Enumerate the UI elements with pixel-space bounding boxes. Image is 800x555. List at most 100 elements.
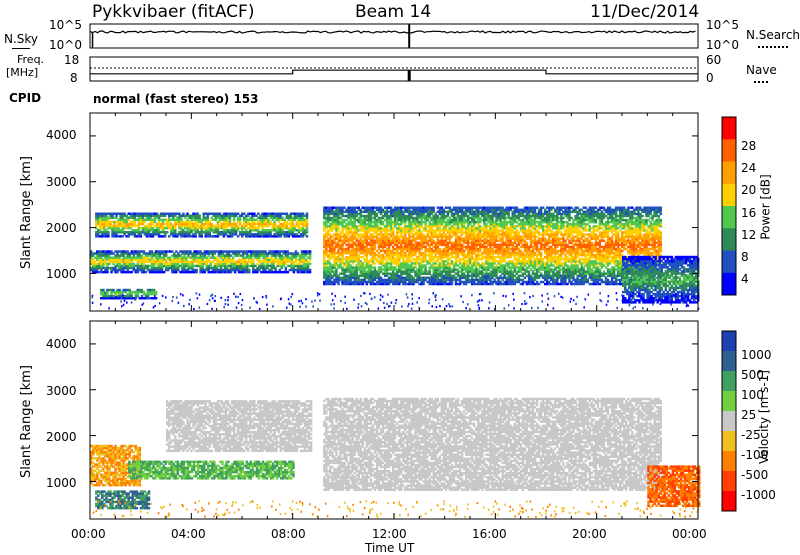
power-cell xyxy=(435,213,437,215)
power-cell xyxy=(169,267,171,269)
power-cell xyxy=(449,273,451,275)
power-cell xyxy=(443,252,445,254)
power-cell xyxy=(465,219,467,221)
power-cell xyxy=(333,240,335,242)
power-cell xyxy=(360,225,362,227)
power-cell xyxy=(362,262,364,264)
power-cell xyxy=(396,209,398,211)
power-cell xyxy=(309,254,311,256)
power-cell xyxy=(360,252,362,254)
power-cell xyxy=(420,235,422,237)
power-cell xyxy=(467,273,469,275)
power-cell xyxy=(414,264,416,266)
power-cell xyxy=(471,256,473,258)
power-cell xyxy=(183,254,185,256)
power-cell xyxy=(465,246,467,248)
power-cell xyxy=(141,254,143,256)
power-cell xyxy=(274,267,276,269)
power-cell xyxy=(101,231,103,233)
power-cell xyxy=(366,225,368,227)
power-cell xyxy=(366,258,368,260)
power-cell xyxy=(284,221,286,223)
power-cell xyxy=(341,223,343,225)
power-cell xyxy=(495,229,497,231)
power-cell xyxy=(238,267,240,269)
power-cell xyxy=(351,268,353,270)
power-cell xyxy=(329,268,331,270)
power-cell xyxy=(473,252,475,254)
power-cell xyxy=(376,223,378,225)
power-cell xyxy=(154,229,156,231)
power-cell xyxy=(451,219,453,221)
power-cell xyxy=(237,225,239,227)
power-cell xyxy=(100,261,102,263)
power-cell xyxy=(382,235,384,237)
power-cell xyxy=(291,261,293,263)
power-cell xyxy=(451,248,453,250)
power-cell xyxy=(451,279,453,281)
power-cell xyxy=(116,261,118,263)
power-cell xyxy=(335,229,337,231)
power-cell xyxy=(237,221,239,223)
power-cell xyxy=(115,225,117,227)
power-cell xyxy=(341,256,343,258)
power-cell xyxy=(335,219,337,221)
power-cell xyxy=(435,279,437,281)
power-cell xyxy=(465,256,467,258)
power-cell xyxy=(244,267,246,269)
power-cell xyxy=(239,217,241,219)
power-cell xyxy=(435,242,437,244)
power-cell xyxy=(404,264,406,266)
power-cell xyxy=(298,221,300,223)
power-cell xyxy=(215,235,217,237)
power-cell xyxy=(198,217,200,219)
power-cell xyxy=(180,217,182,219)
power-cell xyxy=(457,225,459,227)
power-cell xyxy=(329,229,331,231)
power-cell xyxy=(382,209,384,211)
power-cell xyxy=(493,262,495,264)
power-cell xyxy=(335,242,337,244)
power-cell xyxy=(382,268,384,270)
power-cell xyxy=(252,254,254,256)
power-cell xyxy=(382,264,384,266)
power-cell xyxy=(305,267,307,269)
power-cell xyxy=(140,233,142,235)
power-cell xyxy=(343,211,345,213)
power-cell xyxy=(208,259,210,261)
power-cell xyxy=(420,213,422,215)
power-cell xyxy=(501,240,503,242)
power-cell xyxy=(451,256,453,258)
power-cell xyxy=(337,229,339,231)
power-cell xyxy=(108,289,110,291)
power-cell xyxy=(212,254,214,256)
power-cell xyxy=(366,252,368,254)
power-cell xyxy=(390,209,392,211)
power-cell xyxy=(115,233,117,235)
power-cell xyxy=(168,235,170,237)
power-cell xyxy=(230,250,232,252)
power-cell xyxy=(92,254,94,256)
power-cell xyxy=(435,248,437,250)
power-cell xyxy=(473,235,475,237)
power-cell xyxy=(139,265,141,267)
power-cell xyxy=(435,256,437,258)
power-cell xyxy=(335,273,337,275)
power-cell xyxy=(366,270,368,272)
power-cell xyxy=(274,257,276,259)
power-cell xyxy=(115,229,117,231)
power-cell xyxy=(374,279,376,281)
power-cell xyxy=(343,225,345,227)
power-cell xyxy=(412,266,414,268)
power-cell xyxy=(351,248,353,250)
power-cell xyxy=(404,260,406,262)
power-cell xyxy=(390,264,392,266)
power-cell xyxy=(420,219,422,221)
power-cell xyxy=(465,207,467,209)
power-cell xyxy=(239,221,241,223)
power-cell xyxy=(424,246,426,248)
power-cell xyxy=(443,213,445,215)
power-cell xyxy=(390,252,392,254)
power-cell xyxy=(382,258,384,260)
power-cell xyxy=(400,223,402,225)
